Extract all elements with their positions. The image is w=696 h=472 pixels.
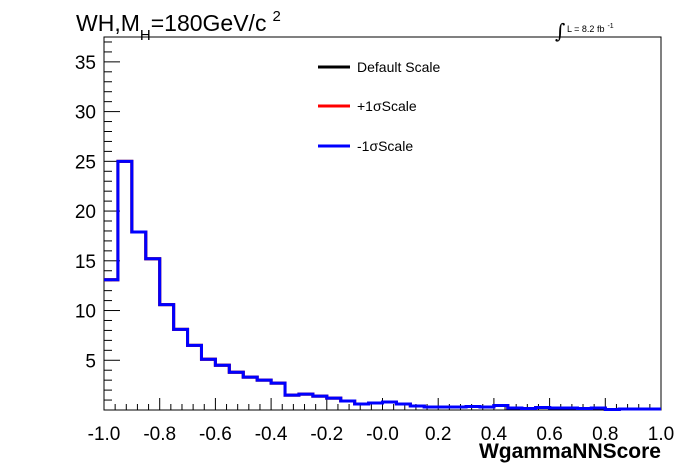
x-tick-label: -0.4	[255, 424, 288, 445]
luminosity-integral-sign: ∫	[555, 19, 565, 43]
x-tick-label: -0.6	[199, 424, 232, 445]
title-main-part: WH,M	[76, 10, 140, 36]
x-tick-label: 0.6	[536, 424, 562, 445]
x-tick-label: 1.0	[648, 424, 674, 445]
x-tick-label: -0.2	[310, 424, 343, 445]
y-tick-label: 30	[75, 103, 96, 124]
x-tick-label: -1.0	[88, 424, 121, 445]
series-group	[104, 159, 661, 412]
y-tick-label: 10	[75, 302, 96, 323]
x-tick-label: -0.0	[366, 424, 399, 445]
y-tick-label: 20	[75, 202, 96, 223]
x-tick-labels: -1.0 -0.8 -0.6 -0.4 -0.2 -0.0 0.2 0.4 0.6 0.8 1.0	[88, 424, 675, 445]
y-tick-label: 25	[75, 152, 96, 173]
luminosity-text: L = 8.2 fb	[567, 24, 604, 34]
series-line-1	[104, 159, 661, 412]
legend: Default Scale +1σScale -1σScale	[318, 59, 440, 154]
luminosity-superscript: -1	[607, 23, 613, 30]
title-rest: =180GeV/c	[151, 10, 267, 36]
legend-label-default-scale: Default Scale	[357, 59, 440, 75]
y-tick-label: 35	[75, 53, 96, 74]
series-line-2	[104, 159, 661, 412]
x-tick-label: 0.4	[481, 424, 508, 445]
chart-title: WH,MH=180GeV/c 2	[76, 8, 281, 44]
series-line-0	[104, 159, 661, 412]
y-tick-labels: 5 10 15 20 25 30 35	[75, 53, 96, 372]
luminosity-label: L = 8.2 fb -1	[567, 23, 614, 34]
x-tick-label: 0.8	[592, 424, 618, 445]
title-superscript: 2	[272, 8, 280, 25]
legend-label-minus-sigma: -1σScale	[357, 138, 413, 154]
title-subscript: H	[140, 27, 151, 44]
y-tick-label: 15	[75, 252, 96, 273]
y-tick-label: 5	[85, 351, 96, 372]
axis-ticks	[103, 41, 662, 410]
legend-label-plus-sigma: +1σScale	[357, 98, 417, 114]
x-axis-label: WgammaNNScore	[479, 440, 661, 463]
x-tick-label: 0.2	[425, 424, 451, 445]
plot-frame	[103, 36, 662, 411]
x-tick-label: -0.8	[143, 424, 176, 445]
